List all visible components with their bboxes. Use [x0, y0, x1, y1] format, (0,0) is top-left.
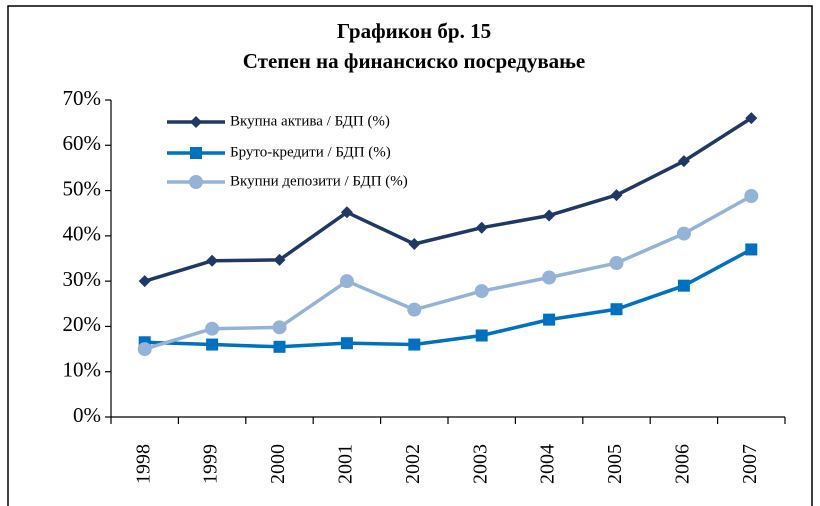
- chart-border: [7, 5, 813, 506]
- chart-subtitle: Степен на финансиско посредување: [243, 49, 585, 73]
- data-point: [206, 338, 219, 351]
- data-point: [474, 284, 489, 299]
- data-point: [744, 189, 759, 204]
- chart-title: Графикон бр. 15: [337, 19, 491, 43]
- data-point: [676, 226, 691, 241]
- y-tick-label: 20%: [63, 312, 102, 336]
- y-tick-label: 0%: [73, 403, 101, 427]
- data-point: [745, 243, 758, 256]
- data-point: [340, 337, 353, 350]
- data-point: [543, 209, 556, 222]
- data-point: [340, 206, 353, 219]
- data-point: [745, 112, 758, 125]
- data-point: [677, 279, 690, 292]
- y-tick-label: 50%: [63, 176, 102, 200]
- y-tick-label: 40%: [63, 222, 102, 246]
- y-tick-label: 60%: [63, 131, 102, 155]
- x-tick-label: 2007: [739, 444, 761, 484]
- data-point: [273, 340, 286, 353]
- series-line: [144, 194, 753, 351]
- legend-label: Вкупна актива / БДП (%): [230, 113, 390, 129]
- x-tick-label: 2004: [537, 444, 559, 484]
- data-point: [475, 221, 488, 234]
- data-point: [408, 338, 421, 351]
- data-point: [543, 313, 556, 326]
- data-point: [408, 238, 421, 251]
- y-tick-label: 30%: [63, 267, 102, 291]
- data-point: [610, 303, 623, 316]
- legend-label: Бруто-кредити / БДП (%): [230, 144, 391, 160]
- x-tick-label: 2006: [671, 444, 693, 484]
- data-point: [205, 321, 220, 336]
- data-point: [138, 275, 151, 288]
- legend-marker: [190, 147, 202, 159]
- legend-marker: [189, 175, 203, 189]
- data-point: [407, 302, 422, 317]
- series-line: [144, 247, 753, 349]
- data-point: [137, 342, 152, 357]
- data-point: [475, 329, 488, 342]
- data-point: [339, 274, 354, 289]
- y-tick-label: 10%: [63, 358, 102, 382]
- data-point: [610, 189, 623, 202]
- x-tick-label: 1999: [200, 444, 222, 484]
- legend-marker: [190, 116, 202, 128]
- x-tick-label: 2003: [469, 444, 491, 484]
- legend-label: Вкупни депозити / БДП (%): [230, 173, 408, 189]
- x-tick-label: 2005: [604, 444, 626, 484]
- data-point: [609, 256, 624, 271]
- data-point: [206, 254, 219, 267]
- x-tick-label: 2000: [267, 444, 289, 484]
- x-tick-label: 2001: [334, 444, 356, 484]
- data-point: [677, 155, 690, 168]
- x-tick-label: 1998: [132, 444, 154, 484]
- x-tick-label: 2002: [402, 444, 424, 484]
- series-line: [144, 116, 753, 283]
- data-point: [272, 320, 287, 335]
- data-point: [542, 270, 557, 285]
- y-tick-label: 70%: [63, 86, 102, 110]
- data-point: [273, 253, 286, 266]
